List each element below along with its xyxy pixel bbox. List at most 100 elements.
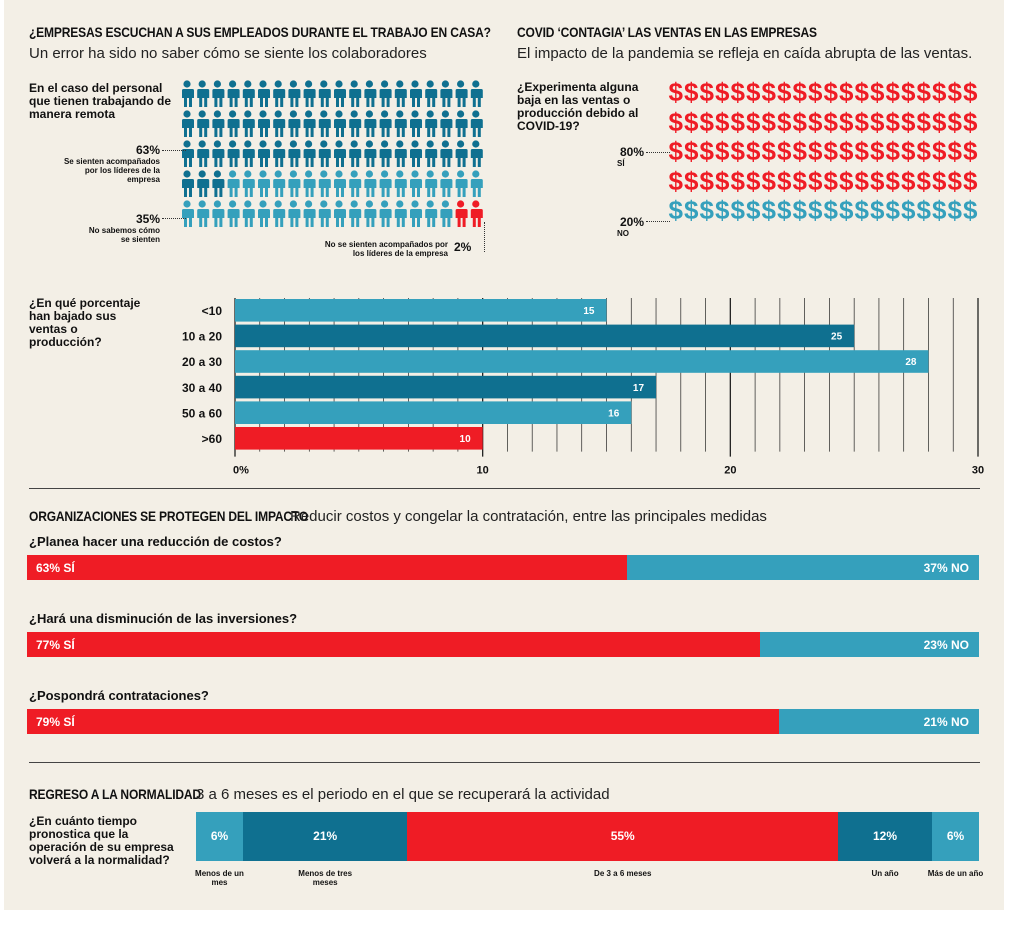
divider [29, 488, 980, 489]
person-icon [424, 140, 438, 167]
dollar-icon: $ [916, 106, 931, 137]
person-icon [455, 140, 468, 167]
person-icon [272, 170, 286, 197]
segment-label: 12% [873, 829, 898, 843]
dollar-icon: $ [854, 136, 869, 166]
person-icon [470, 80, 483, 107]
section2-subtitle: El impacto de la pandemia se refleja en … [517, 45, 973, 62]
person-icon [363, 140, 377, 167]
dollar-pictogram: $ $ $ $ $ $ $ $ $ $ $ $ $ $ $ $ $ $ $ $ $ $ $ $ $ $ $ $ $ $ $ $ $ $ $ $ $ $ $ $… [668, 78, 986, 228]
section4-title: ORGANIZACIONES SE PROTEGEN DEL IMPACTO [29, 508, 309, 524]
dollar-icon: $ [947, 165, 962, 196]
dollar-icon: $ [808, 165, 823, 196]
dollar-icon: $ [668, 165, 683, 196]
person-icon [196, 170, 210, 197]
person-icon [439, 140, 453, 167]
segment-caption: De 3 a 6 meses [594, 869, 652, 878]
section1-label-no: No se sienten acompañados por los lídere… [324, 240, 448, 258]
dollar-icon: $ [699, 136, 714, 166]
dollar-icon: $ [684, 77, 699, 107]
section1-pct-yes: 63% [135, 143, 160, 157]
dollar-icon: $ [916, 165, 931, 196]
measure-question: ¿Planea hacer una reducción de costos? [29, 534, 282, 549]
dollar-icon: $ [870, 77, 885, 107]
person-icon [242, 80, 255, 107]
person-icon [455, 110, 468, 137]
person-icon [379, 140, 392, 167]
dollar-icon: $ [746, 106, 761, 137]
dollar-icon: $ [839, 136, 854, 166]
dollar-icon: $ [947, 136, 962, 166]
person-icon [318, 200, 331, 227]
person-icon [242, 200, 255, 227]
dollar-icon: $ [777, 136, 792, 166]
dollar-icon: $ [715, 77, 730, 107]
person-icon [363, 170, 377, 197]
person-icon [424, 200, 438, 227]
dollar-icon: $ [777, 165, 792, 196]
dollar-icon: $ [885, 77, 900, 107]
measure-question: ¿Pospondrá contrataciones? [29, 688, 209, 703]
person-icon [333, 80, 346, 107]
yes-bar: 79% SÍ [27, 709, 780, 734]
person-icon [227, 80, 240, 107]
person-icon [470, 110, 483, 137]
person-icon [409, 200, 422, 227]
person-icon [211, 170, 225, 197]
dollar-icon: $ [963, 136, 978, 166]
dollar-icon: $ [684, 136, 699, 166]
person-icon [439, 200, 453, 227]
dollar-icon: $ [746, 195, 761, 225]
person-icon [348, 170, 362, 197]
person-icon [409, 80, 422, 107]
person-icon [318, 170, 331, 197]
leader-line-yes [162, 150, 186, 151]
dollar-icon: $ [901, 77, 916, 107]
person-icon [287, 140, 301, 167]
section2-label-no: NO [617, 229, 629, 238]
dollar-icon: $ [885, 165, 900, 196]
person-icon [409, 110, 422, 137]
dollar-icon: $ [947, 77, 962, 107]
dollar-icon: $ [699, 195, 714, 225]
category-label: 30 a 40 [182, 381, 222, 395]
segment-label: 6% [946, 829, 965, 843]
dollar-icon: $ [854, 77, 869, 107]
dollar-icon: $ [870, 195, 885, 225]
dollar-icon: $ [870, 106, 885, 137]
dollar-icon: $ [761, 106, 776, 137]
person-icon [455, 200, 468, 227]
dollar-icon: $ [761, 77, 776, 107]
dollar-icon: $ [885, 195, 900, 225]
dollar-icon: $ [699, 165, 714, 196]
person-icon [363, 110, 377, 137]
person-icon [394, 80, 407, 107]
dollar-icon: $ [699, 106, 714, 137]
dollar-icon: $ [715, 195, 730, 225]
person-icon [196, 80, 210, 107]
person-icon [333, 170, 346, 197]
dollar-icon: $ [963, 195, 978, 225]
category-label: >60 [202, 432, 223, 446]
leader-line-sales-yes [646, 152, 670, 153]
divider [29, 762, 980, 763]
dollar-icon: $ [808, 136, 823, 166]
leader-line-sales-no [646, 221, 670, 222]
chart-bar [235, 299, 607, 322]
no-label: 37% NO [923, 561, 969, 575]
person-icon [181, 200, 194, 227]
person-icon [363, 200, 377, 227]
person-icon [287, 110, 301, 137]
dollar-icon: $ [901, 165, 916, 196]
person-icon [470, 140, 483, 167]
person-icon [181, 110, 194, 137]
person-icon [211, 110, 225, 137]
person-icon [211, 140, 225, 167]
dollar-icon: $ [808, 106, 823, 137]
dollar-icon: $ [963, 165, 978, 196]
category-label: 10 a 20 [182, 330, 222, 344]
timeline-segment: 55% [407, 812, 839, 861]
segment-label: 21% [313, 829, 338, 843]
dollar-icon: $ [823, 77, 838, 107]
dollar-icon: $ [792, 165, 807, 196]
